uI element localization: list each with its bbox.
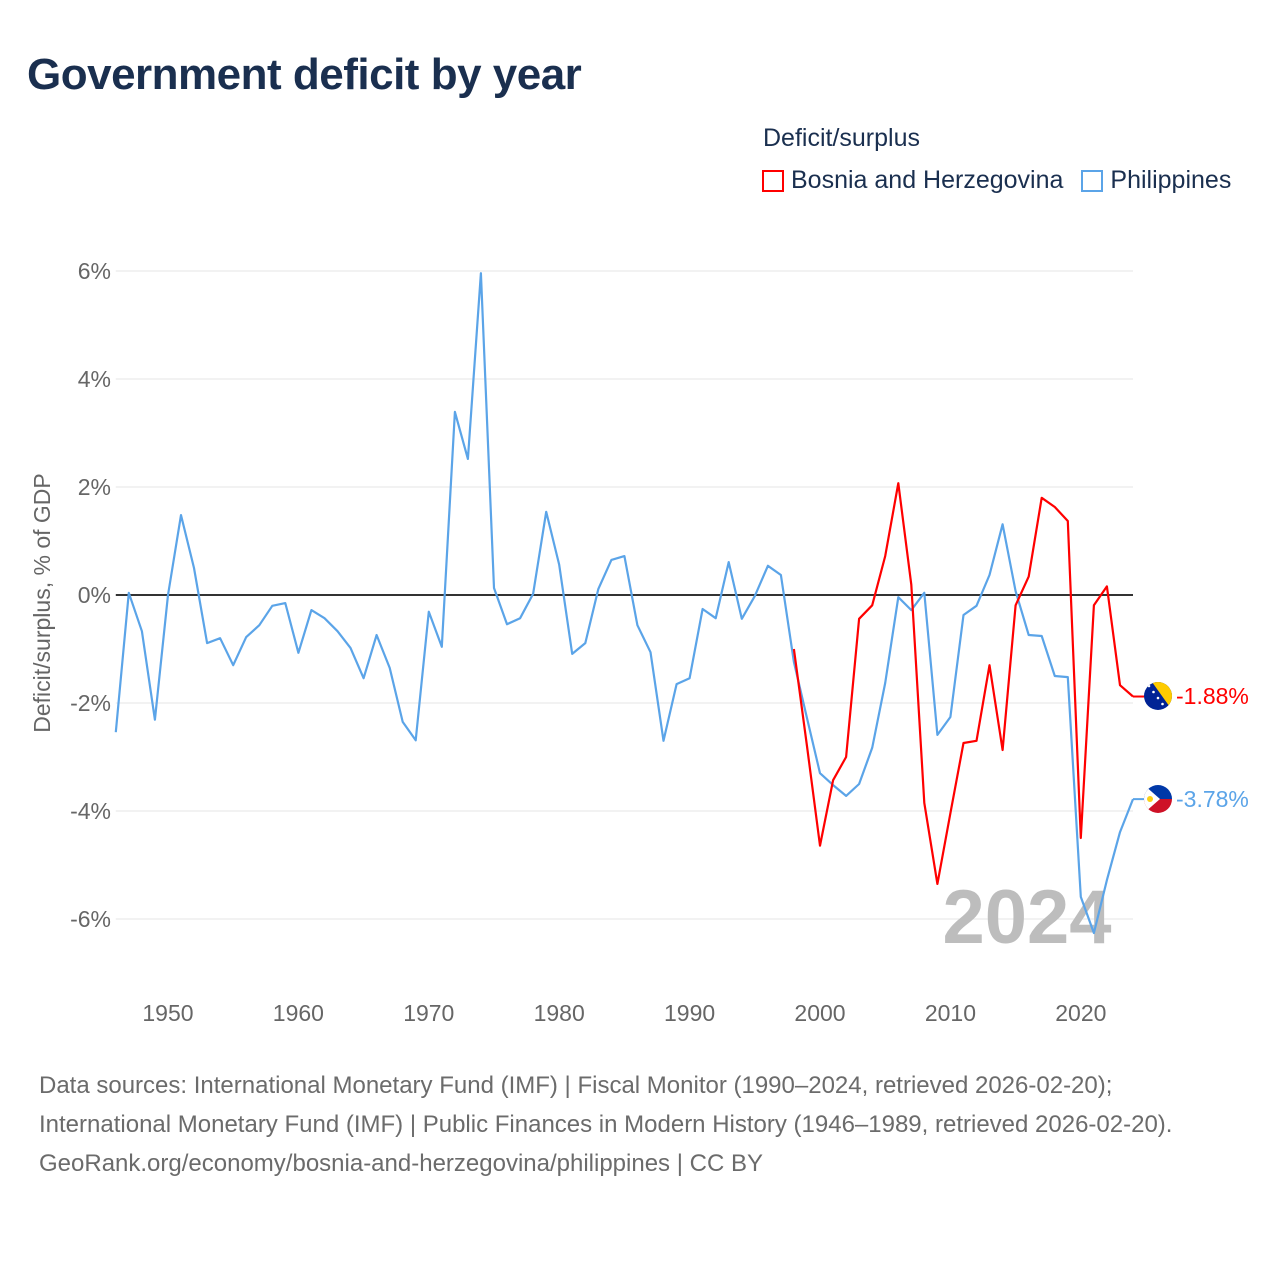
legend-swatch-philippines <box>1081 169 1104 192</box>
footer: Data sources: International Monetary Fun… <box>39 1066 1239 1183</box>
x-tick-label: 2000 <box>794 1000 845 1026</box>
year-watermark: 2024 <box>942 875 1111 960</box>
flag-star <box>1147 684 1151 688</box>
flag-triangle <box>1152 682 1172 710</box>
flag-sun <box>1147 796 1153 802</box>
chart-title: Government deficit by year <box>27 50 582 99</box>
x-tick-label: 1970 <box>403 1000 454 1026</box>
flag-star <box>1152 690 1155 694</box>
x-tick-label: 1960 <box>273 1000 324 1026</box>
philippines-flag-icon <box>1144 785 1172 813</box>
legend-label-bosnia: Bosnia and Herzegovina <box>791 166 1064 194</box>
flag-body <box>1144 682 1172 710</box>
y-tick-label: 0% <box>78 582 111 608</box>
y-tick-label: -2% <box>70 690 111 716</box>
legend-label-philippines: Philippines <box>1110 166 1232 194</box>
y-axis-label: Deficit/surplus, % of GDP <box>29 473 55 732</box>
flag-body <box>1144 785 1172 813</box>
x-tick-label: 2020 <box>1055 1000 1106 1026</box>
credit-link[interactable]: GeoRank.org/economy/bosnia-and-herzegovi… <box>39 1150 763 1177</box>
y-tick-label: -6% <box>70 906 111 932</box>
x-tick-label: 1980 <box>534 1000 585 1026</box>
x-tick-label: 2010 <box>925 1000 976 1026</box>
series-line-philippines <box>114 272 1135 935</box>
end-value-label: -1.88% <box>1176 683 1249 709</box>
end-value-label: -3.78% <box>1176 786 1249 812</box>
bosnia-flag-icon <box>1144 682 1172 710</box>
legend-item-bosnia[interactable]: Bosnia and Herzegovina <box>762 166 1063 195</box>
x-tick-label: 1990 <box>664 1000 715 1026</box>
legend-item-philippines[interactable]: Philippines <box>1081 166 1231 195</box>
flag-star <box>1165 708 1169 710</box>
legend: Bosnia and Herzegovina Philippines <box>762 166 1231 195</box>
flag-star <box>1161 702 1164 706</box>
y-tick-label: 6% <box>78 258 111 284</box>
legend-swatch-bosnia <box>762 169 784 192</box>
y-tick-label: 4% <box>78 366 111 392</box>
series-line-bosnia-and-herzegovina <box>792 482 1134 885</box>
legend-title: Deficit/surplus <box>763 124 920 152</box>
data-sources: Data sources: International Monetary Fun… <box>39 1072 1173 1138</box>
y-tick-label: 2% <box>78 474 111 500</box>
flag-star <box>1156 696 1160 700</box>
x-tick-label: 1950 <box>142 1000 193 1026</box>
y-tick-label: -4% <box>70 798 111 824</box>
